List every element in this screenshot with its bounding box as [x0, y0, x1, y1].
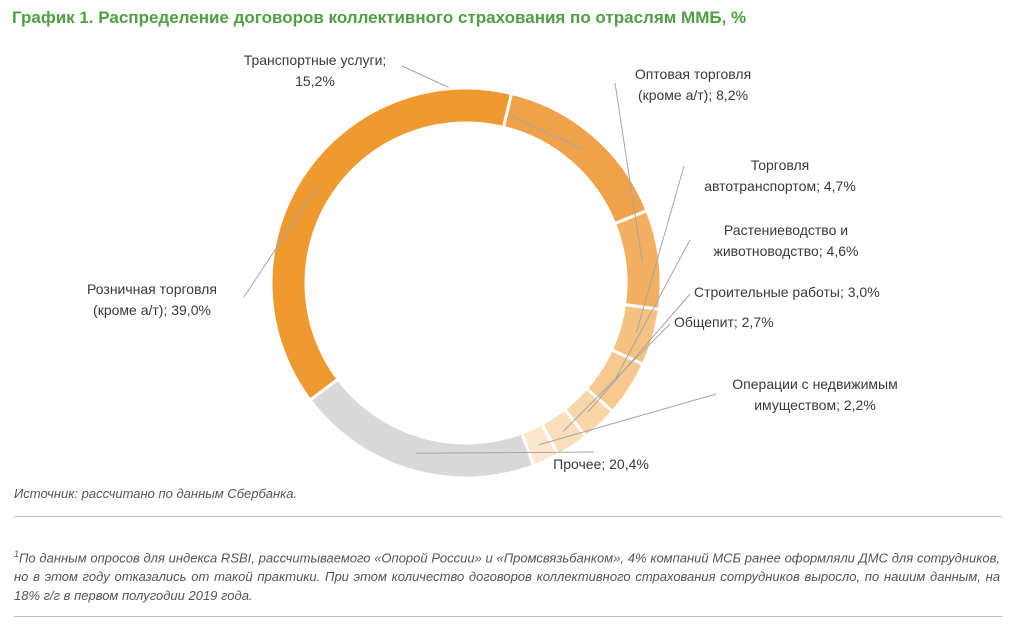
footnote: 1По данным опросов для индекса RSBI, рас…	[14, 545, 1000, 605]
footnote-marker: 1	[14, 549, 20, 559]
donut-slice	[269, 86, 514, 403]
slice-label: Прочее; 20,4%	[553, 456, 649, 472]
slice-label-line: Оптовая торговля	[635, 66, 751, 82]
divider-top	[14, 516, 1002, 517]
slice-label-line: (кроме а/т); 39,0%	[93, 302, 211, 318]
chart-title: График 1. Распределение договоров коллек…	[12, 8, 747, 27]
donut-slice	[612, 208, 663, 311]
leader-line	[562, 323, 671, 433]
slice-label: Торговля автотранспортом; 4,7%	[704, 157, 856, 194]
slice-label-line: Операции с недвижимым	[732, 376, 897, 392]
slice-label: Строительные работы; 3,0%	[694, 284, 880, 300]
footnote-text: По данным опросов для индекса RSBI, расс…	[14, 550, 1000, 604]
slice-label-line: Розничная торговля	[87, 281, 217, 297]
slice-label-line: Строительные работы; 3,0%	[694, 284, 880, 300]
slice-label-line: Общепит; 2,7%	[674, 314, 774, 330]
slice-label: Розничная торговля (кроме а/т); 39,0%	[87, 281, 217, 318]
slice-label: Оптовая торговля (кроме а/т); 8,2%	[635, 66, 751, 103]
leader-line	[243, 185, 319, 298]
slice-label-line: Прочее; 20,4%	[553, 456, 649, 472]
leader-line	[587, 293, 691, 413]
leader-line	[614, 239, 691, 380]
donut-slice	[501, 91, 650, 226]
divider-bottom	[14, 616, 1002, 617]
slice-label-line: имуществом; 2,2%	[754, 397, 876, 413]
slice-label-line: (кроме а/т); 8,2%	[638, 87, 748, 103]
slice-label-line: Торговля	[751, 157, 809, 173]
slice-label-line: животноводство; 4,6%	[714, 243, 859, 259]
leader-line	[614, 82, 643, 262]
leader-line	[415, 451, 595, 454]
leader-line	[538, 393, 717, 446]
donut-chart: Транспортные услуги; 15,2% Оптовая торговл…	[87, 52, 898, 480]
slice-label-line: Растениеводство и	[724, 222, 848, 238]
slice-label-line: автотранспортом; 4,7%	[704, 178, 856, 194]
source-note: Источник: рассчитано по данным Сбербанка…	[14, 486, 298, 501]
slice-label: Растениеводство и животноводство; 4,6%	[714, 222, 859, 259]
slice-label: Общепит; 2,7%	[674, 314, 774, 330]
donut-slice	[307, 376, 536, 480]
slice-label: Транспортные услуги; 15,2%	[244, 52, 387, 89]
slice-label: Операции с недвижимым имуществом; 2,2%	[732, 376, 897, 413]
slice-label-line: Транспортные услуги;	[244, 52, 387, 68]
slice-label-line: 15,2%	[295, 73, 335, 89]
leader-line	[635, 165, 685, 333]
